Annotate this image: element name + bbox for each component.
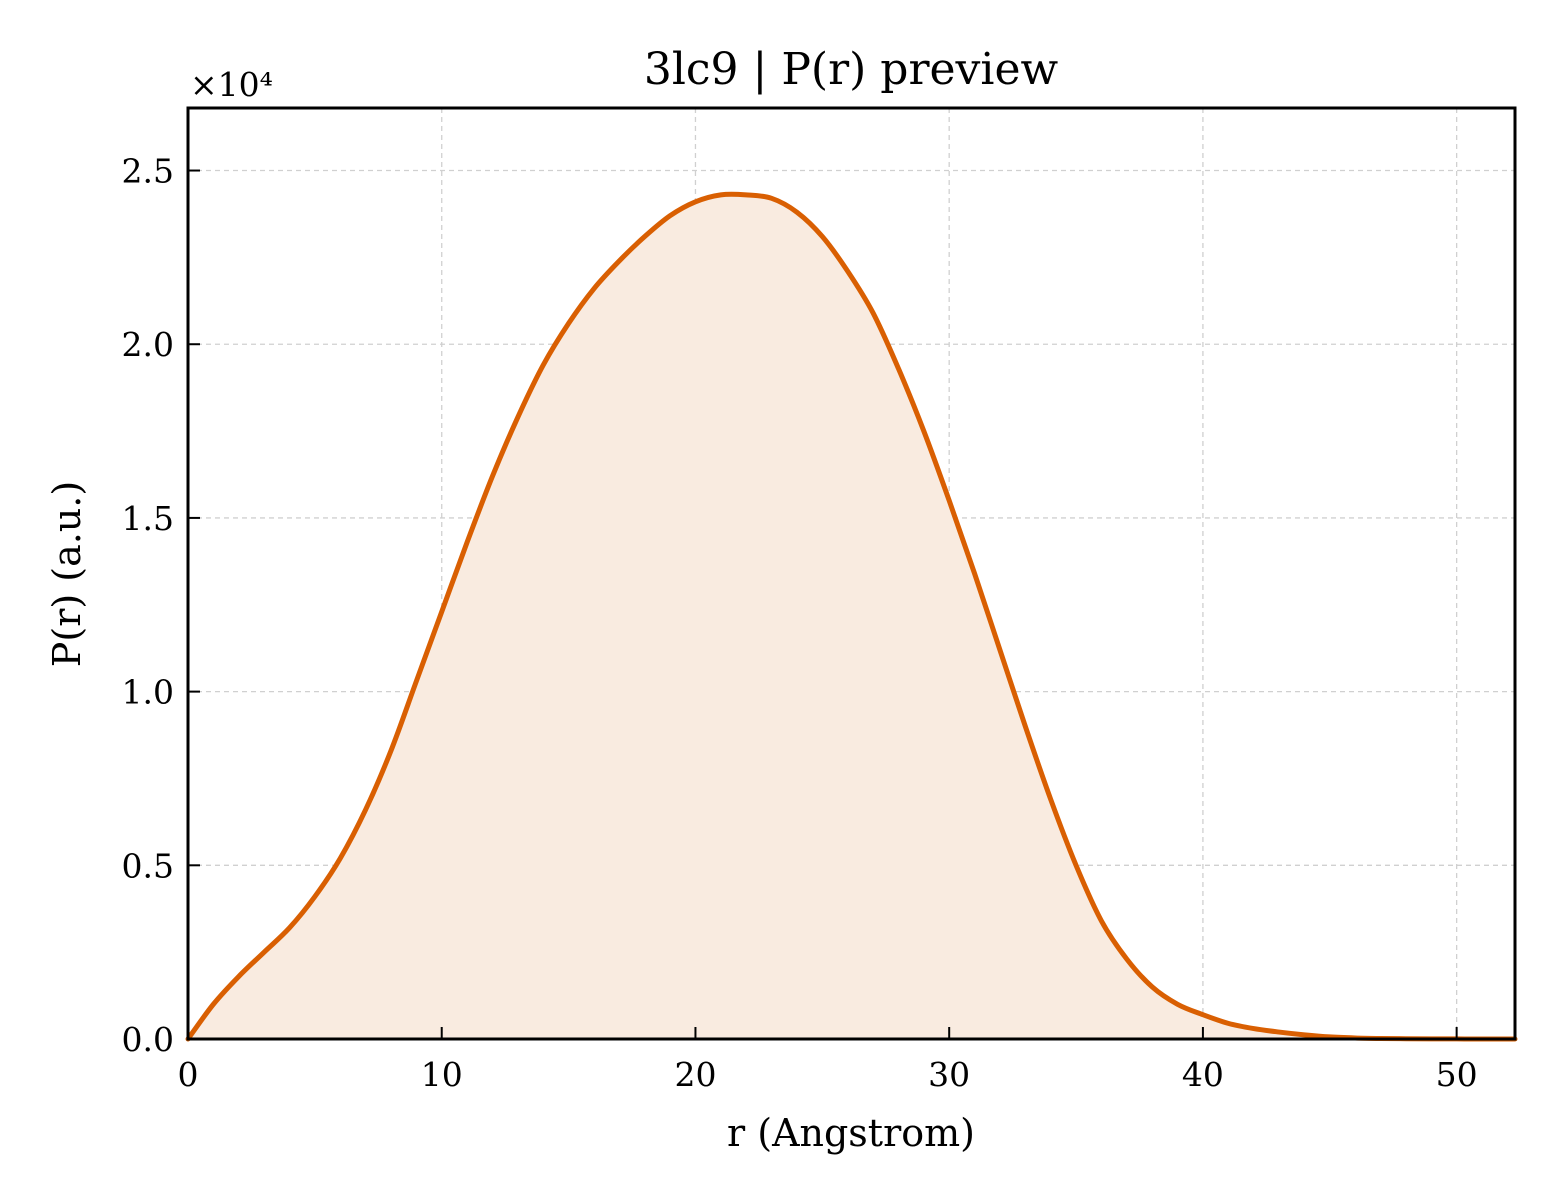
pr-area-fill [188, 194, 1515, 1039]
x-tick-label: 40 [1182, 1055, 1224, 1094]
tick-labels: 0 10 20 30 40 50 0.0 0.5 1.0 1.5 2.0 2.5 [122, 152, 1478, 1094]
x-tick-label: 50 [1436, 1055, 1478, 1094]
y-tick-label: 0.5 [122, 846, 174, 885]
x-tick-label: 20 [674, 1055, 716, 1094]
pr-curve-line [185, 191, 1518, 1042]
x-axis-label: r (Angstrom) [727, 1111, 975, 1155]
x-tick-label: 0 [178, 1055, 199, 1094]
x-tick-label: 10 [421, 1055, 463, 1094]
area-layer [185, 191, 1518, 1042]
plot-frame [186, 106, 1517, 1041]
y-tick-label: 0.0 [122, 1020, 174, 1059]
y-tick-label: 2.0 [122, 325, 174, 364]
y-axis-label: P(r) (a.u.) [45, 481, 89, 667]
y-tick-label: 1.5 [122, 499, 174, 538]
chart-title: 3lc9 | P(r) preview [644, 44, 1059, 95]
y-tick-label: 1.0 [122, 673, 174, 712]
y-tick-label: 2.5 [122, 152, 174, 191]
y-offset-label: ×10⁴ [190, 65, 273, 104]
x-tick-label: 30 [928, 1055, 970, 1094]
